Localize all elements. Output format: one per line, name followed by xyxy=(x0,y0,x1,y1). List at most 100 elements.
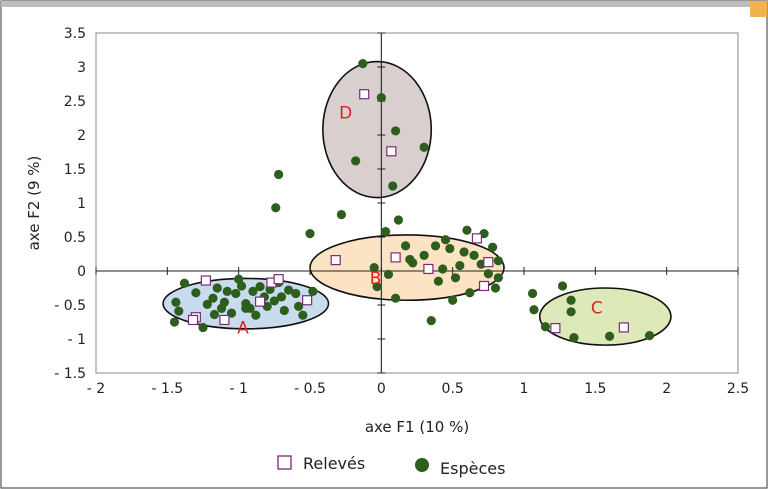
point-especes xyxy=(391,293,401,303)
x-tick-label: - 1 xyxy=(229,381,247,397)
y-tick-label: 1 xyxy=(77,196,86,212)
legend-label-releves: Relevés xyxy=(303,454,365,473)
point-releves xyxy=(330,255,341,266)
y-tick-label: 2.5 xyxy=(64,94,86,110)
point-especes xyxy=(274,169,284,180)
x-axis-label: axe F1 (10 %) xyxy=(365,418,469,436)
y-tick-label: 1.5 xyxy=(64,162,86,178)
x-tick-label: 2.5 xyxy=(727,381,749,397)
point-especes xyxy=(440,235,451,245)
point-especes xyxy=(369,263,379,273)
point-especes xyxy=(208,293,218,303)
point-especes xyxy=(465,288,475,298)
point-especes xyxy=(358,59,368,69)
point-especes xyxy=(179,278,190,288)
point-releves xyxy=(187,314,199,326)
x-tick-label: 1.5 xyxy=(584,381,606,397)
y-tick-label: - 1.5 xyxy=(54,366,86,382)
data-points: A B C D xyxy=(169,59,655,343)
group-ellipses xyxy=(162,60,672,346)
point-especes xyxy=(279,305,289,316)
point-especes xyxy=(426,316,436,326)
point-especes xyxy=(483,269,493,279)
x-tick-label: - 1.5 xyxy=(151,381,183,397)
point-especes xyxy=(445,243,455,254)
point-releves xyxy=(273,274,284,285)
point-especes xyxy=(540,322,551,332)
point-especes xyxy=(448,295,458,305)
point-especes xyxy=(433,276,443,286)
tick-labels: - 2- 1.5- 1- 0.5 0 0.5 1 1.5 2 2.53.532.521.51… xyxy=(54,26,749,397)
point-especes xyxy=(169,317,180,327)
point-especes xyxy=(209,309,220,320)
point-especes xyxy=(255,282,265,292)
point-especes xyxy=(308,286,318,296)
x-tick-label: 0.5 xyxy=(442,381,464,397)
point-especes xyxy=(455,260,465,271)
point-especes xyxy=(383,269,394,279)
plot-area xyxy=(95,32,739,374)
point-especes xyxy=(400,241,411,251)
point-especes xyxy=(450,273,461,283)
point-especes xyxy=(219,297,229,307)
point-releves xyxy=(423,263,434,275)
point-releves xyxy=(359,89,370,100)
point-especes xyxy=(174,306,184,316)
point-especes xyxy=(251,310,261,320)
point-releves xyxy=(471,233,483,244)
point-especes xyxy=(644,331,655,341)
y-tick-label: - 0.5 xyxy=(54,298,86,314)
y-axis-label: axe F2 (9 %) xyxy=(25,156,43,251)
point-especes xyxy=(376,93,386,103)
point-especes xyxy=(605,331,615,341)
y-tick-label: 2 xyxy=(77,128,86,144)
point-especes xyxy=(171,297,181,307)
legend-marker-especes xyxy=(415,458,429,472)
point-releves xyxy=(483,257,494,268)
group-ellipse-d xyxy=(322,60,433,199)
point-releves xyxy=(200,275,211,286)
point-especes xyxy=(488,242,498,252)
y-tick-label: 0 xyxy=(77,264,86,280)
axes xyxy=(95,32,739,374)
point-especes xyxy=(293,301,304,311)
point-especes xyxy=(236,281,247,291)
point-releves xyxy=(390,252,401,263)
point-especes xyxy=(529,305,539,315)
point-especes xyxy=(388,181,398,191)
x-tick-label: 2 xyxy=(662,381,671,397)
point-especes xyxy=(248,286,258,296)
x-tick-label: - 2 xyxy=(87,381,105,397)
point-especes xyxy=(438,264,448,274)
point-especes xyxy=(298,310,308,320)
legend-label-especes: Espèces xyxy=(440,459,505,478)
point-especes xyxy=(557,281,568,291)
point-especes xyxy=(276,292,287,302)
point-especes xyxy=(231,288,241,299)
x-tick-label: - 0.5 xyxy=(294,381,326,397)
point-especes xyxy=(241,303,251,313)
point-especes xyxy=(527,288,538,299)
point-especes xyxy=(269,296,279,306)
group-label-d: D xyxy=(339,104,352,124)
group-label-a: A xyxy=(237,318,249,338)
point-especes xyxy=(202,299,212,309)
point-especes xyxy=(336,209,346,220)
point-especes xyxy=(351,156,361,166)
point-especes xyxy=(569,333,579,343)
point-especes xyxy=(191,288,201,298)
point-especes xyxy=(566,295,576,305)
point-especes xyxy=(284,285,294,295)
point-especes xyxy=(490,283,501,293)
point-releves xyxy=(618,322,629,333)
group-label-b: B xyxy=(370,269,382,289)
x-tick-label: 1 xyxy=(520,381,529,397)
point-especes xyxy=(493,273,503,283)
point-especes xyxy=(271,203,281,213)
point-especes xyxy=(408,258,418,268)
y-tick-label: 3 xyxy=(77,60,86,76)
point-especes xyxy=(222,286,232,296)
point-especes xyxy=(462,225,472,235)
point-especes xyxy=(391,126,401,136)
